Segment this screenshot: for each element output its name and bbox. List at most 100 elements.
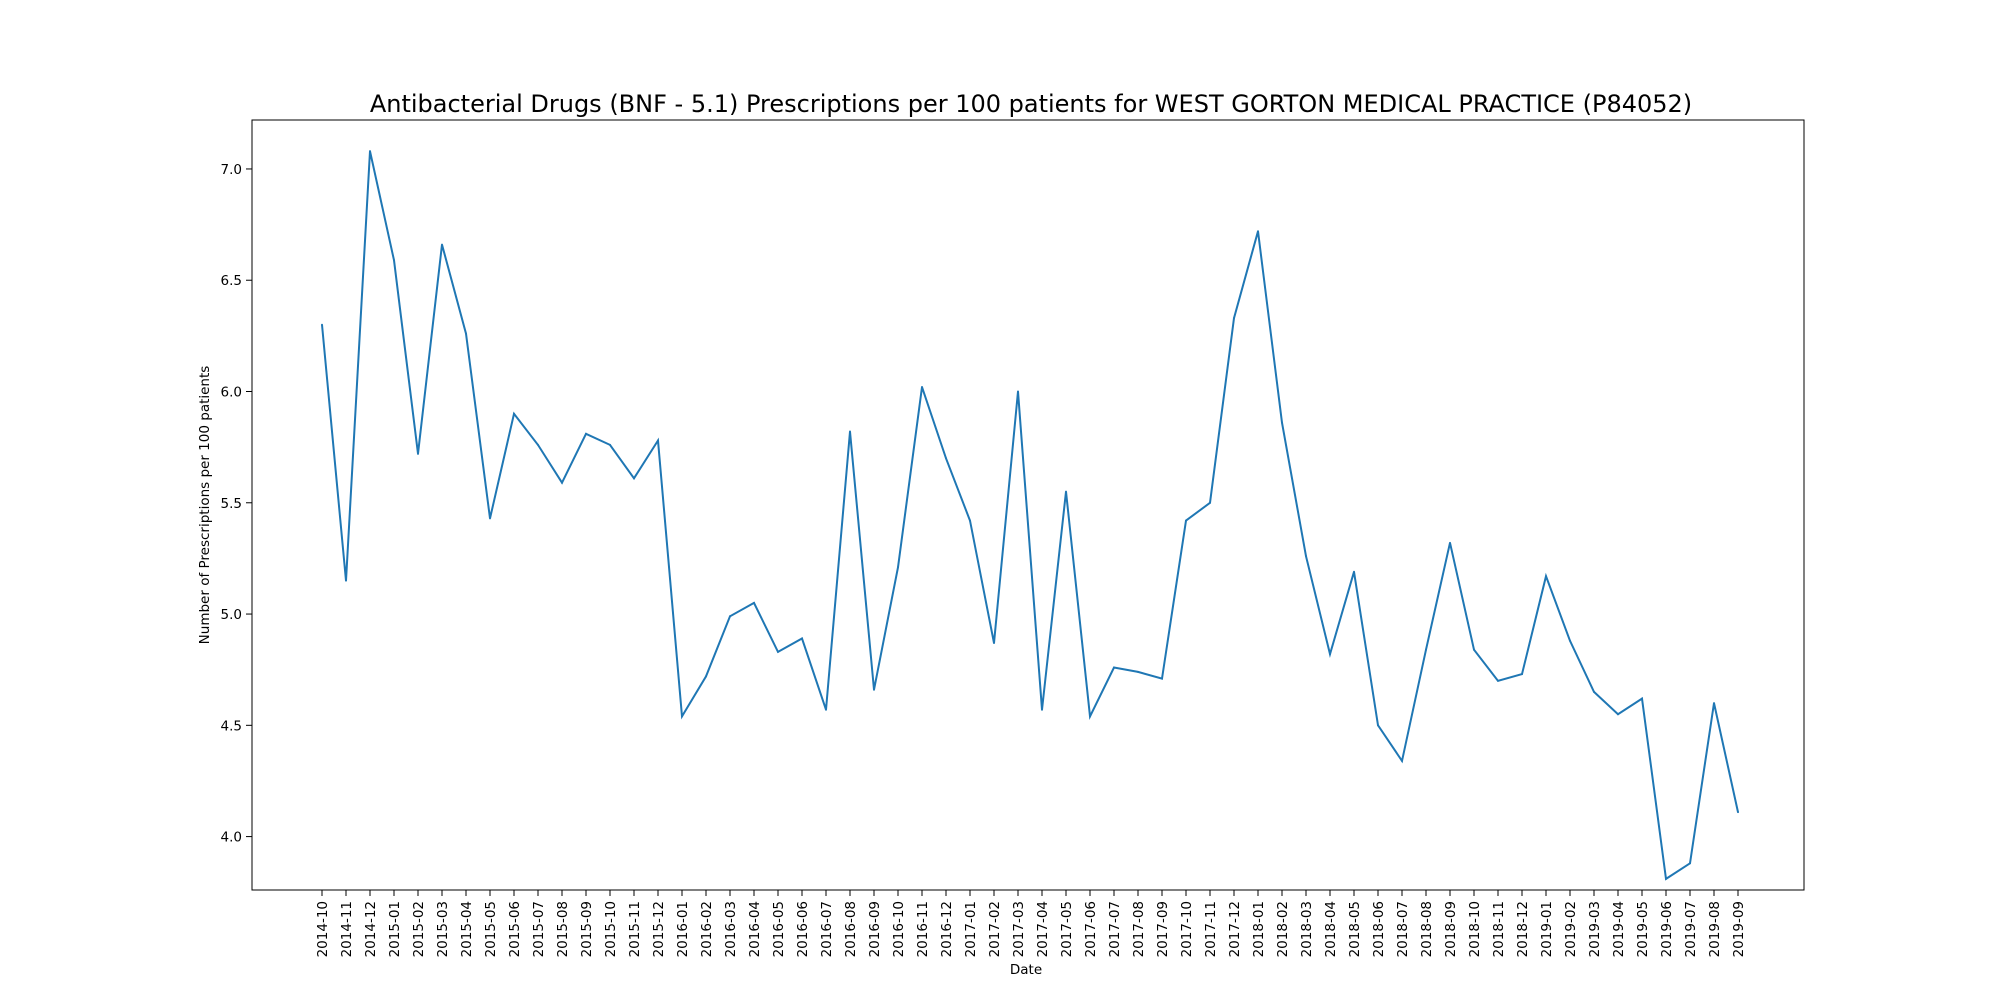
- x-tick-label: 2018-05: [1347, 901, 1363, 957]
- data-point: [825, 708, 827, 711]
- data-point: [345, 579, 347, 582]
- x-tick-label: 2018-10: [1467, 901, 1483, 957]
- x-tick-label: 2015-06: [507, 901, 523, 957]
- x-tick-label: 2015-12: [651, 901, 667, 957]
- x-tick-label: 2019-09: [1731, 901, 1747, 957]
- data-points: [321, 150, 1739, 880]
- data-point: [1209, 501, 1211, 504]
- data-point: [1089, 715, 1091, 718]
- data-point: [993, 641, 995, 644]
- data-point: [1641, 697, 1643, 700]
- data-point: [1353, 570, 1355, 573]
- data-point: [1665, 877, 1667, 880]
- x-tick-label: 2019-01: [1539, 901, 1555, 957]
- x-tick-label: 2014-10: [315, 901, 331, 957]
- data-point: [321, 323, 323, 326]
- data-point: [753, 601, 755, 604]
- x-tick-label: 2015-04: [459, 901, 475, 957]
- x-tick-label: 2016-01: [675, 901, 691, 957]
- x-tick-label: 2014-11: [339, 901, 355, 957]
- data-point: [1185, 519, 1187, 522]
- data-point: [729, 615, 731, 618]
- data-point: [1401, 759, 1403, 762]
- x-axis: 2014-10 2014-11 2014-12 2015-01 2015-02 2015-…: [315, 890, 1747, 957]
- data-point: [369, 150, 371, 153]
- x-tick-label: 2017-08: [1131, 901, 1147, 957]
- data-point: [1689, 862, 1691, 865]
- x-tick-label: 2019-07: [1683, 901, 1699, 957]
- x-tick-label: 2018-08: [1419, 901, 1435, 957]
- data-point: [1473, 648, 1475, 651]
- y-axis: 4.0 4.5 5.0 5.5 6.0 6.5 7.0: [221, 162, 252, 846]
- x-tick-label: 2018-03: [1299, 901, 1315, 957]
- x-tick-label: 2015-11: [627, 901, 643, 957]
- x-tick-label: 2018-11: [1491, 901, 1507, 957]
- x-tick-label: 2015-03: [435, 901, 451, 957]
- data-point: [1545, 575, 1547, 578]
- x-tick-label: 2014-12: [363, 901, 379, 957]
- x-tick-label: 2015-07: [531, 901, 547, 957]
- x-tick-label: 2018-04: [1323, 901, 1339, 957]
- data-point: [1737, 811, 1739, 814]
- data-point: [1593, 690, 1595, 693]
- x-tick-label: 2019-08: [1707, 901, 1723, 957]
- x-tick-label: 2016-02: [699, 901, 715, 957]
- data-point: [561, 481, 563, 484]
- data-point: [873, 688, 875, 691]
- data-point: [1041, 708, 1043, 711]
- data-point: [1017, 390, 1019, 393]
- data-point: [681, 715, 683, 718]
- x-tick-label: 2015-01: [387, 901, 403, 957]
- data-point: [1065, 490, 1067, 493]
- x-tick-label: 2017-01: [963, 901, 979, 957]
- x-tick-label: 2019-03: [1587, 901, 1603, 957]
- x-axis-label: Date: [1010, 962, 1042, 978]
- x-tick-label: 2019-05: [1635, 901, 1651, 957]
- x-tick-label: 2017-09: [1155, 901, 1171, 957]
- data-point: [945, 457, 947, 460]
- x-tick-label: 2017-07: [1107, 901, 1123, 957]
- x-tick-label: 2017-04: [1035, 901, 1051, 957]
- data-point: [657, 439, 659, 442]
- x-tick-label: 2017-03: [1011, 901, 1027, 957]
- x-tick-label: 2018-06: [1371, 901, 1387, 957]
- data-point: [441, 243, 443, 246]
- data-point: [801, 637, 803, 640]
- x-tick-label: 2017-10: [1179, 901, 1195, 957]
- data-point: [1617, 713, 1619, 716]
- y-tick-label: 7.0: [221, 162, 242, 178]
- data-point: [1161, 677, 1163, 680]
- x-tick-label: 2016-06: [795, 901, 811, 957]
- data-point: [465, 332, 467, 335]
- data-point: [417, 452, 419, 455]
- x-tick-label: 2017-12: [1227, 901, 1243, 957]
- x-tick-label: 2015-10: [603, 901, 619, 957]
- data-point: [1137, 670, 1139, 673]
- x-tick-label: 2016-09: [867, 901, 883, 957]
- data-point: [537, 443, 539, 446]
- data-point: [897, 566, 899, 569]
- data-point: [1281, 421, 1283, 424]
- data-point: [1257, 230, 1259, 233]
- x-tick-label: 2019-04: [1611, 901, 1627, 957]
- data-point: [969, 519, 971, 522]
- y-tick-label: 6.5: [221, 273, 242, 289]
- data-point: [585, 432, 587, 435]
- x-tick-label: 2015-05: [483, 901, 499, 957]
- x-tick-label: 2016-04: [747, 901, 763, 957]
- x-tick-label: 2016-11: [915, 901, 931, 957]
- y-tick-label: 5.5: [221, 496, 242, 512]
- x-tick-label: 2015-02: [411, 901, 427, 957]
- x-tick-label: 2016-08: [843, 901, 859, 957]
- data-point: [393, 259, 395, 262]
- data-point: [1713, 702, 1715, 705]
- y-axis-label: Number of Prescriptions per 100 patients: [197, 366, 213, 645]
- data-point: [1497, 679, 1499, 682]
- x-tick-label: 2017-11: [1203, 901, 1219, 957]
- x-tick-label: 2016-12: [939, 901, 955, 957]
- data-point: [489, 517, 491, 520]
- y-tick-label: 4.5: [221, 718, 242, 734]
- data-point: [1305, 555, 1307, 558]
- data-point: [1113, 666, 1115, 669]
